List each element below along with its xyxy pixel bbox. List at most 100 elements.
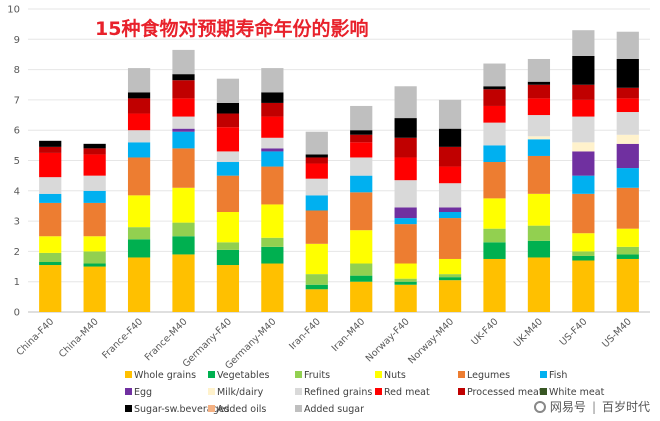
bar-segment-nuts [483,198,506,229]
x-category-label: Norway-F40 [364,316,412,364]
legend-label: Whole grains [134,370,196,381]
bar-segment-nuts [616,228,639,247]
bar-segment-sugar-sw-beverages [616,58,639,88]
bar-segment-red-meat [261,116,284,138]
bar-segment-whole-grains [83,266,106,312]
legend-swatch [458,388,465,395]
bar-segment-vegetables [83,263,106,267]
bar-segment-fish [394,218,417,225]
bar-segment-nuts [127,195,151,228]
bar-segment-whole-grains [127,257,151,312]
x-category-label: UK-M40 [512,316,545,349]
bar-segment-sugar-sw-beverages [172,74,195,81]
watermark-brand: 网易号 [549,400,586,414]
bar-segment-red-meat [127,113,151,131]
legend-label: Added sugar [304,404,364,415]
legend-label: Legumes [467,370,510,381]
watermark-account: 百岁时代 [601,400,650,414]
bar-segment-egg [261,148,284,152]
bar-segment-nuts [394,263,417,279]
bar-segment-processed-meat [483,89,506,106]
y-axis-ticks: 0 1 2 3 4 5 6 7 8 9 10 [7,5,20,319]
bar-segment-sugar-sw-beverages [572,55,595,85]
bar-segment-processed-meat [39,146,62,153]
bar-segment-egg [572,151,595,176]
bar-segment-legumes [127,157,151,196]
legend-label: Egg [134,387,152,398]
bar-segment-legumes [572,193,595,234]
bar-segment-nuts [216,212,240,243]
bar-segment-vegetables [483,242,506,259]
bar-segment-processed-meat [350,134,373,143]
bar-segment-legumes [216,175,240,213]
bar-segment-added-sugar [305,131,328,155]
bar-segment-fish [216,162,240,176]
bar-segment-processed-meat [127,98,151,114]
bar-segment-sugar-sw-beverages [527,81,551,85]
bar-segment-sugar-sw-beverages [261,92,284,103]
bar-segment-added-sugar [572,30,595,56]
bar-segment-processed-meat [572,84,595,100]
bar-segment-red-meat [616,98,639,113]
bar-segment-refined-grains [172,116,195,129]
x-category-label: US-M40 [600,316,634,350]
bar-segment-fish [572,175,595,194]
bar-segment-legumes [616,187,639,229]
legend-label: Red meat [384,387,430,398]
x-category-label: Iran-F40 [287,316,323,352]
bar-segment-fish [527,139,551,156]
legend-label: Milk/dairy [217,387,264,398]
bar-segment-added-sugar [216,78,240,103]
bar-segment-red-meat [527,98,551,116]
legend-swatch [458,371,465,378]
x-category-label: China-M40 [57,316,101,360]
x-category-label: Iran-M40 [330,316,368,354]
legend-label: Fruits [304,370,330,381]
legend-swatch [208,388,215,395]
bar-segment-refined-grains [127,130,151,143]
bar-segment-nuts [39,236,62,253]
bar-segment-legumes [261,166,284,205]
bar-segment-fruits [172,222,195,237]
bar-segment-refined-grains [394,180,417,208]
bar-segment-legumes [527,155,551,194]
bar-segment-legumes [172,148,195,188]
bar-segment-fish [39,193,62,203]
legend-label: Added oils [217,404,266,415]
bar-segment-refined-grains [572,116,595,143]
legend-label: Vegetables [217,370,270,381]
y-tick-label: 6 [14,126,20,137]
bar-segment-sugar-sw-beverages [127,92,151,99]
bar-segment-legumes [394,224,417,264]
bar-segment-refined-grains [350,157,373,176]
bar-segment-processed-meat [83,148,106,155]
bar-segment-whole-grains [305,289,328,312]
bar-segment-vegetables [394,281,417,285]
legend-swatch [125,388,132,395]
bar-segment-processed-meat [216,113,240,128]
bar-segment-whole-grains [572,260,595,312]
bar-segment-added-sugar [261,68,284,93]
legend-label: Processed meat [467,387,543,398]
bar-segment-fish [616,168,639,188]
y-tick-label: 10 [7,5,20,16]
bar-segment-refined-grains [39,177,62,194]
y-tick-label: 4 [14,186,20,197]
bar-segment-vegetables [172,236,195,255]
bar-segment-whole-grains [394,284,417,312]
bar-segment-fruits [572,251,595,256]
bar-segment-fish [127,142,151,158]
bar-segment-processed-meat [261,102,284,117]
legend-swatch [375,388,382,395]
bar-segment-refined-grains [216,151,240,163]
bar-segment-whole-grains [216,265,240,312]
bar-segment-sugar-sw-beverages [83,143,106,149]
bar-segment-egg [172,128,195,132]
y-tick-label: 7 [14,95,20,106]
bar-segment-legumes [83,202,106,237]
x-category-label: China-F40 [15,316,57,358]
bars [39,30,639,312]
bar-segment-fish [305,195,328,211]
legend-swatch [375,371,382,378]
legend-swatch [125,405,132,412]
